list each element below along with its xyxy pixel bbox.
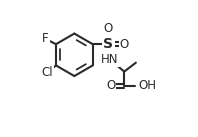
Text: HN: HN [101, 53, 119, 66]
Text: F: F [42, 32, 49, 45]
Text: O: O [120, 38, 129, 51]
Text: OH: OH [138, 79, 156, 92]
Text: Cl: Cl [41, 66, 53, 79]
Text: O: O [104, 22, 113, 35]
Text: O: O [106, 79, 115, 92]
Text: S: S [104, 37, 113, 51]
